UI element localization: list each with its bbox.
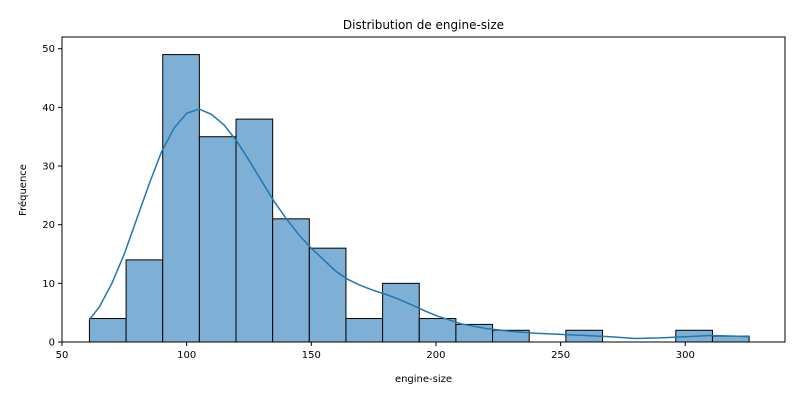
y-tick-label: 30 xyxy=(42,162,55,173)
histogram-bar-8 xyxy=(382,282,420,343)
histogram-bar-0 xyxy=(88,318,127,343)
y-tick-label: 10 xyxy=(42,279,55,290)
y-axis-label: Fréquence xyxy=(17,164,29,216)
plot-area-frame xyxy=(61,36,786,343)
y-tick-label: 0 xyxy=(49,338,55,349)
histogram-bar-9 xyxy=(418,318,457,343)
histogram-bar-1 xyxy=(125,259,164,343)
x-tick-label: 150 xyxy=(302,350,321,361)
histogram-bar-7 xyxy=(345,318,384,343)
histogram-bar-4 xyxy=(235,118,274,343)
x-axis-label: engine-size xyxy=(395,374,452,385)
histogram-bar-2 xyxy=(162,54,200,343)
x-tick-label: 200 xyxy=(426,350,445,361)
bars-group xyxy=(88,54,750,343)
x-tick-label: 300 xyxy=(676,350,695,361)
histogram-bar-3 xyxy=(198,136,237,343)
y-tick-label: 50 xyxy=(42,44,55,55)
y-tick-label: 40 xyxy=(42,103,55,114)
y-axis-ticks: 0 10 20 30 40 50 xyxy=(42,44,62,349)
kde-curve xyxy=(88,108,751,340)
x-axis-ticks: 50 100 150 200 250 300 xyxy=(56,342,695,361)
x-tick-label: 100 xyxy=(177,350,196,361)
chart-title: Distribution de engine-size xyxy=(343,18,504,32)
histogram-bar-6 xyxy=(308,247,347,343)
y-tick-label: 20 xyxy=(42,220,55,231)
x-tick-label: 250 xyxy=(551,350,570,361)
histogram-bar-5 xyxy=(272,218,310,343)
x-tick-label: 50 xyxy=(56,350,69,361)
